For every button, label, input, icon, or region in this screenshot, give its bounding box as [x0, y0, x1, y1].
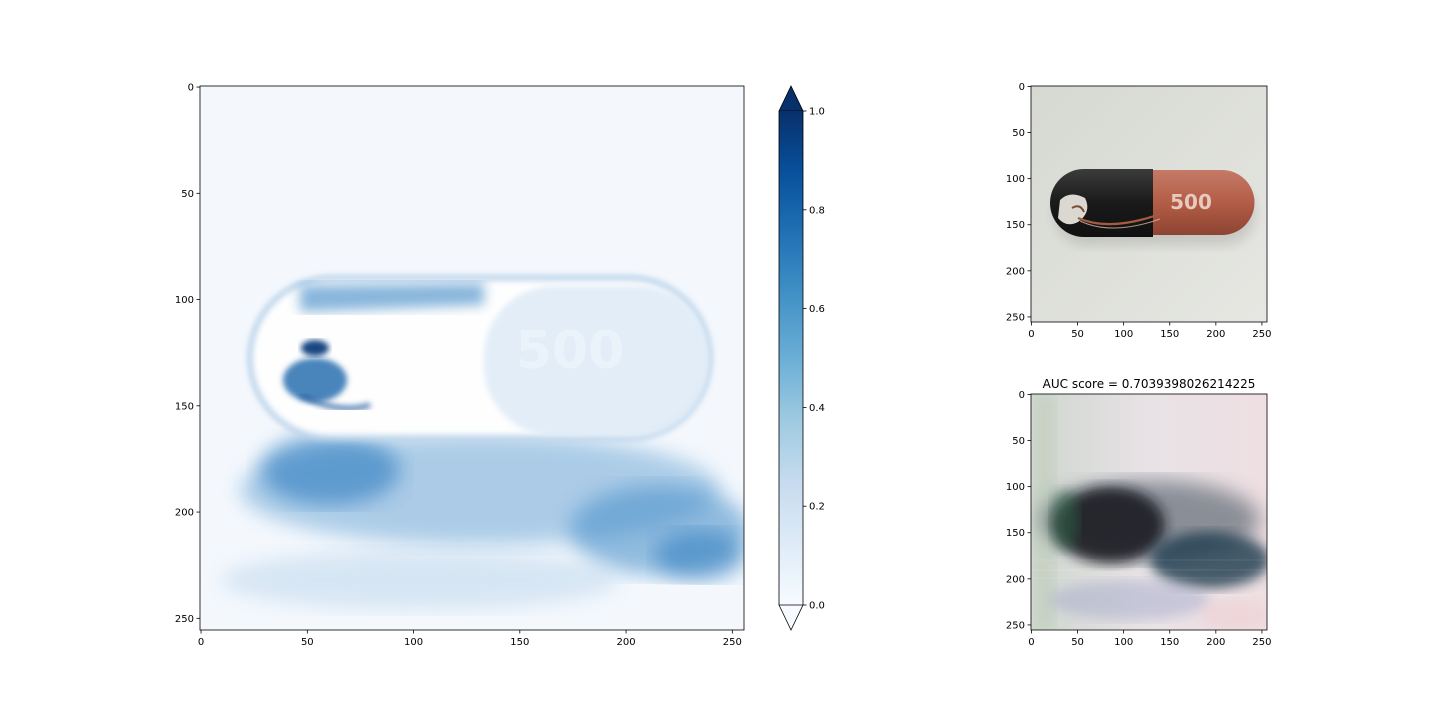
colorbar-tick-label: 0.8	[809, 205, 825, 216]
recon-title: AUC score = 0.7039398026214225	[1043, 377, 1256, 391]
photo-x-tick-label: 150	[1160, 329, 1179, 340]
heatmap-image: 500	[200, 86, 744, 630]
photo-y-tick-label: 50	[1012, 128, 1025, 139]
colorbar-max-extend	[778, 85, 804, 112]
heatmap-y-ticks: 0 50 100 150 200 250	[175, 83, 200, 625]
heatmap-y-tick-label: 200	[175, 508, 194, 519]
recon-x-tick-label: 200	[1206, 637, 1225, 648]
heatmap-y-tick-label: 0	[188, 83, 194, 94]
photo-frame	[1030, 85, 1268, 323]
heatmap-frame	[199, 85, 745, 631]
photo-x-tick-label: 0	[1028, 329, 1034, 340]
heatmap-x-tick-label: 150	[510, 637, 529, 648]
colorbar-tick-label: 0.4	[809, 403, 825, 414]
photo-y-tick-label: 150	[1006, 220, 1025, 231]
recon-y-tick-label: 150	[1006, 528, 1025, 539]
recon-y-tick-label: 100	[1006, 482, 1025, 493]
heatmap-x-tick-label: 200	[617, 637, 636, 648]
colorbar-tick-label: 1.0	[809, 107, 825, 118]
colorbar-ticks: 0.0 0.2 0.4 0.6 0.8 1.0	[803, 107, 825, 612]
capsule-photo: 500	[1031, 86, 1267, 322]
heatmap-y-tick-label: 50	[181, 189, 194, 200]
heatmap-axes: 500 0 50 100 150 200 250 0 50 100 150 200 250	[175, 83, 745, 648]
photo-axes: 500 0 50 100 150 200 250 0 50 100 150 200 250	[1006, 82, 1272, 340]
recon-x-tick-label: 150	[1160, 637, 1179, 648]
heatmap-y-tick-label: 250	[175, 614, 194, 625]
recon-x-tick-label: 100	[1114, 637, 1133, 648]
recon-y-ticks: 0 50 100 150 200 250	[1006, 390, 1031, 631]
recon-image	[1031, 394, 1267, 630]
recon-y-tick-label: 250	[1006, 620, 1025, 631]
photo-y-tick-label: 0	[1019, 82, 1025, 93]
photo-y-tick-label: 100	[1006, 174, 1025, 185]
capsule-print: 500	[1170, 190, 1212, 214]
photo-x-ticks: 0 50 100 150 200 250	[1028, 322, 1271, 340]
heatmap-print-ghost: 500	[516, 321, 625, 381]
colorbar: 0.0 0.2 0.4 0.6 0.8 1.0	[778, 85, 825, 631]
recon-y-tick-label: 0	[1019, 390, 1025, 401]
heatmap-y-tick-label: 150	[175, 401, 194, 412]
recon-y-tick-label: 50	[1012, 436, 1025, 447]
recon-x-ticks: 0 50 100 150 200 250	[1028, 630, 1271, 648]
recon-x-tick-label: 50	[1071, 637, 1084, 648]
recon-frame	[1030, 393, 1268, 631]
colorbar-tick-label: 0.6	[809, 304, 825, 315]
heatmap-x-tick-label: 100	[404, 637, 423, 648]
colorbar-tick-label: 0.2	[809, 502, 825, 513]
heatmap-x-ticks: 0 50 100 150 200 250	[198, 630, 742, 648]
recon-x-tick-label: 0	[1028, 637, 1034, 648]
recon-y-tick-label: 200	[1006, 574, 1025, 585]
photo-x-tick-label: 250	[1252, 329, 1271, 340]
recon-x-tick-label: 250	[1252, 637, 1271, 648]
photo-x-tick-label: 200	[1206, 329, 1225, 340]
heatmap-x-tick-label: 0	[198, 637, 204, 648]
photo-x-tick-label: 100	[1114, 329, 1133, 340]
recon-axes: AUC score = 0.7039398026214225 0 50 100 150…	[1006, 377, 1272, 648]
photo-x-tick-label: 50	[1071, 329, 1084, 340]
photo-y-ticks: 0 50 100 150 200 250	[1006, 82, 1031, 323]
heatmap-x-tick-label: 50	[301, 637, 314, 648]
colorbar-min-extend	[778, 604, 804, 631]
heatmap-x-tick-label: 250	[723, 637, 742, 648]
photo-y-tick-label: 250	[1006, 312, 1025, 323]
colorbar-gradient	[779, 111, 803, 605]
colorbar-tick-label: 0.0	[809, 601, 825, 612]
heatmap-y-tick-label: 100	[175, 295, 194, 306]
photo-y-tick-label: 200	[1006, 266, 1025, 277]
